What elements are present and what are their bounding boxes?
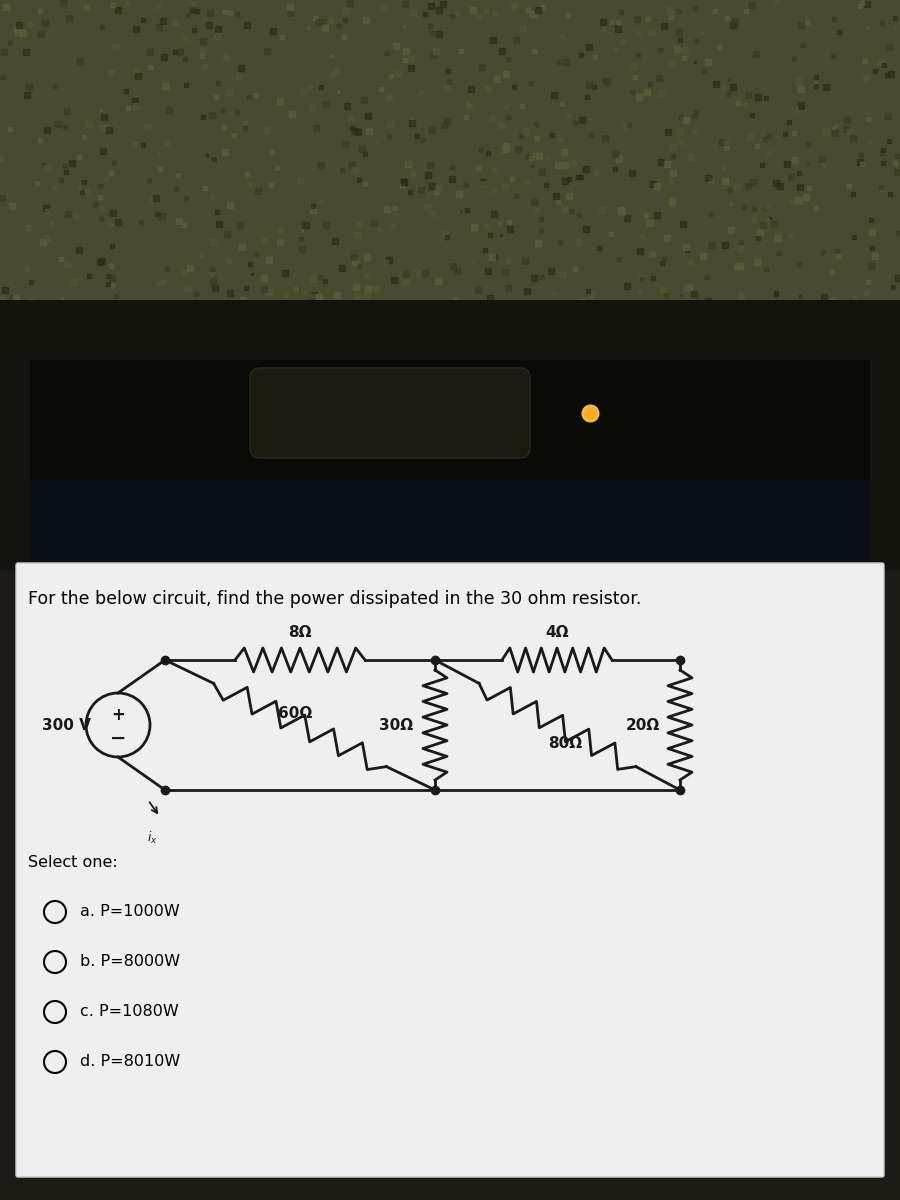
Text: d. P=8010W: d. P=8010W xyxy=(80,1055,180,1069)
Text: c. P=1080W: c. P=1080W xyxy=(80,1004,179,1020)
Text: a. P=1000W: a. P=1000W xyxy=(80,905,180,919)
Text: 60Ω: 60Ω xyxy=(278,706,312,720)
Polygon shape xyxy=(0,300,900,570)
Polygon shape xyxy=(30,360,870,480)
Text: b. P=8000W: b. P=8000W xyxy=(80,954,180,970)
Text: 8Ω: 8Ω xyxy=(288,625,311,640)
Text: 4Ω: 4Ω xyxy=(545,625,569,640)
Text: $i_x$: $i_x$ xyxy=(147,830,158,846)
Polygon shape xyxy=(0,0,900,310)
Polygon shape xyxy=(30,480,870,570)
Text: 80Ω: 80Ω xyxy=(548,736,582,750)
Text: For the below circuit, find the power dissipated in the 30 ohm resistor.: For the below circuit, find the power di… xyxy=(28,590,642,608)
Text: +: + xyxy=(111,706,125,724)
Text: 300 V: 300 V xyxy=(41,718,90,732)
Text: 20Ω: 20Ω xyxy=(626,718,660,732)
Text: −: − xyxy=(110,728,126,748)
Text: Select one:: Select one: xyxy=(28,854,118,870)
FancyBboxPatch shape xyxy=(250,368,530,458)
Text: 30Ω: 30Ω xyxy=(379,718,413,732)
FancyBboxPatch shape xyxy=(16,563,884,1177)
